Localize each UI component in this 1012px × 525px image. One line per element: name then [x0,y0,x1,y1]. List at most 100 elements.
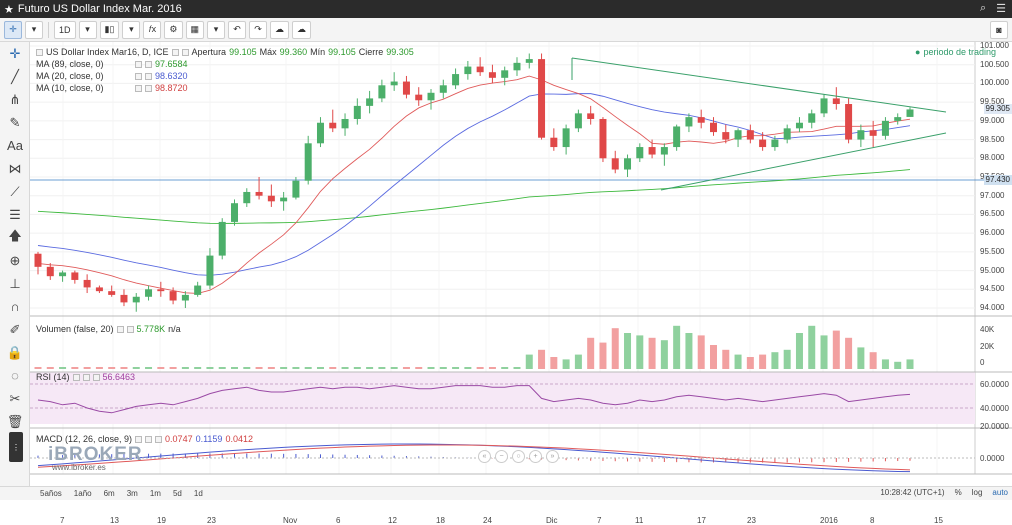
candle-body[interactable] [820,98,828,114]
candle-body[interactable] [83,279,91,288]
candle-body[interactable] [832,98,840,105]
trash-tool[interactable]: 🗑 [0,410,30,433]
candle-body[interactable] [525,59,533,63]
candle-body[interactable] [366,98,374,106]
trendline-tool[interactable]: ╱ [0,65,30,88]
candle-body[interactable] [906,109,914,117]
candle-body[interactable] [280,197,288,202]
candle-body[interactable] [439,85,447,93]
candle-body[interactable] [145,289,153,297]
cloud-save-button[interactable]: ☁ [292,20,312,39]
candle-body[interactable] [415,94,423,101]
candle-body[interactable] [709,122,717,133]
candle-body[interactable] [95,287,103,292]
range-button[interactable]: 6m [103,489,115,498]
scroll-forward-icon[interactable]: » [546,450,559,463]
redo-button[interactable]: ↷ [249,20,268,39]
candle-body[interactable] [427,92,435,101]
range-button[interactable]: 5d [172,489,182,498]
layout-dropdown[interactable]: ▾ [207,20,226,39]
candle-body[interactable] [59,272,67,277]
interval-dropdown[interactable]: ▾ [78,20,97,39]
range-button[interactable]: 1d [193,489,203,498]
measure-tool[interactable]: ⊥ [0,272,30,295]
crosshair-button[interactable]: ✛ [4,20,22,39]
ma20-settings[interactable] [135,72,142,80]
candle-body[interactable] [169,291,177,301]
rsi-hide[interactable] [82,373,90,381]
candle-body[interactable] [538,59,546,138]
menu-icon[interactable]: ☰ [996,3,1006,15]
remove-tool[interactable]: ✂ [0,387,30,410]
candle-body[interactable] [587,113,595,119]
candle-body[interactable] [390,81,398,86]
candle-body[interactable] [181,294,189,301]
candle-body[interactable] [243,191,251,204]
ma89-hide[interactable] [145,60,152,68]
candle-body[interactable] [255,191,263,196]
collapse-toolbar-button[interactable]: ⋮ [9,432,23,462]
candle-body[interactable] [845,104,853,140]
candle-body[interactable] [476,66,484,73]
zoom-tool[interactable]: ⊕ [0,249,30,272]
candle-body[interactable] [501,70,509,78]
snapshot-button[interactable]: ◙ [990,21,1008,39]
ma20-hide[interactable] [145,72,152,80]
candle-body[interactable] [452,74,460,86]
candle-body[interactable] [157,289,165,292]
scroll-back-icon[interactable]: « [478,450,491,463]
candle-body[interactable] [624,158,632,170]
triangle-upper-trendline[interactable] [571,57,947,113]
candle-body[interactable] [402,81,410,95]
ma89-line[interactable] [37,169,911,224]
interval-select[interactable]: 1D [54,20,76,39]
brush-tool[interactable]: ✎ [0,111,30,134]
macd-settings[interactable] [135,435,143,443]
candle-body[interactable] [132,296,140,303]
cloud-load-button[interactable]: ☁ [270,20,290,39]
log-toggle[interactable]: log [971,488,983,497]
candle-body[interactable] [611,158,619,170]
candle-body[interactable] [648,147,656,155]
candle-body[interactable] [488,72,496,78]
search-icon[interactable]: ⌕ [979,2,987,14]
candle-body[interactable] [673,126,681,148]
zoom-out-icon[interactable]: − [495,450,508,463]
candle-body[interactable] [316,122,324,144]
candle-body[interactable] [574,113,582,129]
legend-hide[interactable] [181,48,189,56]
fib-tool[interactable]: ☰ [0,203,30,226]
candle-body[interactable] [685,117,693,127]
candle-body[interactable] [46,266,54,277]
ma10-line[interactable] [37,75,911,294]
hide-drawings-tool[interactable]: ◌ [0,364,30,387]
ma10-hide[interactable] [145,84,152,92]
candle-body[interactable] [562,128,570,148]
ma10-settings[interactable] [135,84,142,92]
candle-body[interactable] [857,130,865,140]
candle-body[interactable] [464,66,472,75]
candle-body[interactable] [194,285,202,295]
legend-toggle[interactable] [36,48,43,56]
stay-drawing-tool[interactable]: ✐ [0,318,30,341]
candle-body[interactable] [759,139,767,148]
auto-toggle[interactable]: auto [992,488,1008,497]
candle-body[interactable] [722,132,730,140]
candle-body[interactable] [660,147,668,155]
legend-settings[interactable] [171,48,179,56]
crosshair-tool[interactable]: ✛ [0,42,30,65]
cursor-dropdown[interactable]: ▾ [25,20,43,39]
chart-type-dropdown[interactable]: ▾ [122,20,141,39]
macd-hide[interactable] [145,435,153,443]
volume-settings[interactable] [116,325,124,333]
candle-body[interactable] [869,130,877,136]
indicators-button[interactable]: 𝑓x [143,20,162,39]
lock-tool[interactable]: 🔒 [0,341,30,364]
candle-body[interactable] [550,137,558,148]
candle-body[interactable] [108,291,116,295]
rsi-close[interactable] [92,373,100,381]
range-button[interactable]: 3m [126,489,138,498]
candle-body[interactable] [120,294,128,303]
rsi-settings[interactable] [72,373,80,381]
layout-button[interactable]: ▦ [185,20,205,39]
